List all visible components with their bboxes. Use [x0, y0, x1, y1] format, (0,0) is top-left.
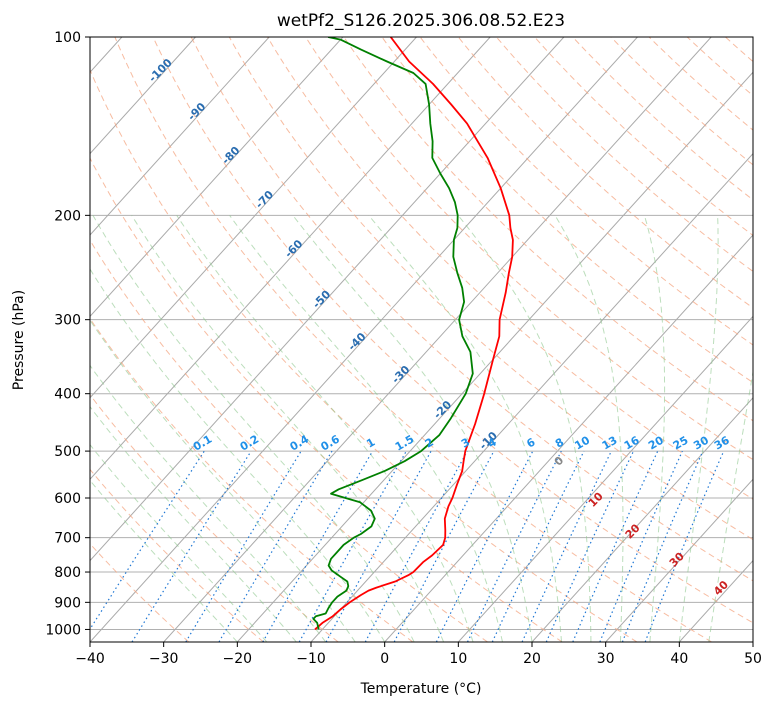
dry-adiabat — [419, 37, 753, 346]
moist-adiabat — [292, 214, 533, 642]
dry-adiabat — [90, 68, 638, 642]
y-axis-title: Pressure (hPa) — [11, 290, 27, 390]
mixing-ratio-line — [572, 450, 659, 642]
mixing-ratio-line — [521, 450, 612, 642]
mixing-ratio-line — [262, 450, 374, 642]
x-tick-label: −40 — [75, 651, 105, 667]
x-axis: −40 −30 −20 −10 0 10 20 30 40 50 — [75, 642, 762, 667]
isotherm-gridline — [90, 37, 491, 480]
dry-adiabat — [305, 37, 753, 461]
mixing-ratio-line — [90, 450, 205, 631]
temperature-profile — [314, 37, 514, 631]
x-tick-label: 10 — [449, 651, 467, 667]
isotherm-gridline — [90, 37, 270, 236]
plot-grid — [90, 37, 753, 642]
isotherm-gridline — [90, 37, 638, 642]
y-tick-label: 400 — [54, 387, 81, 403]
mixing-ratio-line — [185, 450, 302, 642]
isotherm-gridline — [90, 37, 417, 399]
y-axis: 100 200 300 400 500 600 700 800 900 1000 — [45, 30, 90, 638]
moist-adiabat — [229, 215, 503, 642]
moist-adiabat — [708, 369, 753, 642]
moist-adiabat — [176, 215, 474, 642]
mixing-ratio-line — [298, 450, 407, 642]
mixing-ratio-line — [131, 450, 252, 642]
dry-adiabat — [381, 37, 753, 384]
dry-adiabat — [190, 37, 753, 582]
moist-adiabat — [131, 215, 445, 642]
mixing-ratio-line — [325, 450, 432, 642]
y-tick-label: 900 — [54, 595, 81, 611]
mixing-ratio-line — [218, 450, 333, 642]
x-tick-label: −10 — [296, 651, 326, 667]
dry-adiabat — [572, 37, 753, 201]
x-tick-label: −20 — [223, 651, 253, 667]
plot-series — [312, 37, 514, 631]
chart-title: wetPf2_S126.2025.306.08.52.E23 — [277, 11, 565, 31]
mixing-ratio-line — [644, 450, 725, 642]
isotherm-gridline — [310, 152, 753, 642]
x-axis-title: Temperature (°C) — [360, 681, 482, 697]
dry-adiabat — [90, 157, 563, 642]
dry-adiabat — [90, 317, 414, 642]
dry-adiabat — [457, 37, 753, 309]
y-tick-label: 700 — [54, 531, 81, 547]
dry-adiabat — [610, 37, 753, 166]
moist-adiabat — [643, 215, 666, 642]
y-tick-label: 1000 — [45, 622, 81, 638]
y-tick-label: 500 — [54, 444, 81, 460]
y-tick-label: 600 — [54, 491, 81, 507]
x-tick-label: 20 — [523, 651, 541, 667]
mixing-ratio-line — [621, 450, 704, 642]
isotherm-gridline — [90, 37, 565, 562]
x-tick-label: 0 — [380, 651, 389, 667]
mixing-ratio-line — [599, 450, 683, 642]
y-tick-label: 200 — [54, 208, 81, 224]
dewpoint-profile — [312, 37, 474, 630]
x-tick-label: 40 — [670, 651, 688, 667]
moist-adiabat — [90, 319, 356, 642]
x-tick-label: −30 — [149, 651, 179, 667]
isotherm-gridline — [90, 37, 196, 155]
moist-adiabat — [554, 215, 624, 642]
mixing-ratio-line — [491, 450, 585, 642]
y-tick-label: 300 — [54, 313, 81, 329]
dry-adiabat — [90, 393, 339, 642]
moist-adiabat — [90, 268, 386, 642]
y-tick-label: 800 — [54, 565, 81, 581]
dry-adiabat — [228, 37, 753, 541]
mixing-ratio-line — [364, 450, 468, 642]
x-tick-label: 50 — [744, 651, 762, 667]
isotherm-gridline — [236, 71, 753, 642]
moist-adiabat — [457, 214, 592, 642]
moist-adiabat — [92, 215, 415, 642]
isotherm-gridline — [163, 37, 712, 642]
isotherm-gridline — [384, 234, 753, 642]
dry-adiabat — [343, 37, 753, 422]
isotherm-gridline — [605, 478, 753, 642]
isotherm-gridline — [90, 37, 344, 318]
plot-frame — [89, 36, 754, 643]
mixing-ratio-line — [545, 450, 635, 642]
y-tick-label: 100 — [54, 30, 81, 46]
moist-adiabat — [678, 215, 719, 642]
moist-adiabat — [90, 364, 327, 642]
dry-adiabat — [114, 37, 712, 642]
x-tick-label: 30 — [597, 651, 615, 667]
moist-adiabat — [90, 405, 297, 642]
dry-adiabat — [152, 37, 753, 624]
